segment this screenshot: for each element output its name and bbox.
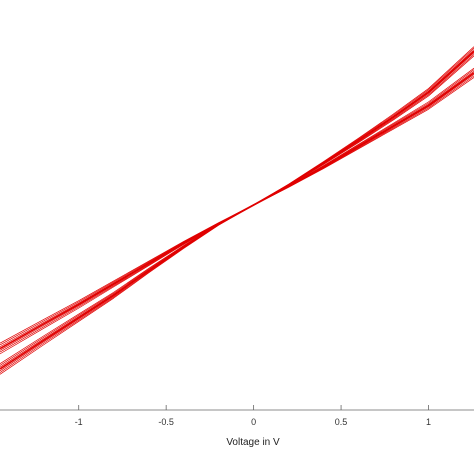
series-2-line xyxy=(0,67,474,344)
series-1-line xyxy=(0,49,474,368)
x-tick-label: -1 xyxy=(75,417,83,427)
x-axis-ticks: -1.5-1-0.500.51 xyxy=(75,405,431,427)
series-1-line xyxy=(0,46,474,364)
x-axis-title: Voltage in V xyxy=(226,437,280,448)
x-tick-label: 0.5 xyxy=(335,417,348,427)
plot-area xyxy=(0,46,474,375)
x-tick-label: 1 xyxy=(426,417,431,427)
x-tick-label: -0.5 xyxy=(158,417,174,427)
series-1-line xyxy=(0,47,474,366)
x-tick-label: 0 xyxy=(251,417,256,427)
